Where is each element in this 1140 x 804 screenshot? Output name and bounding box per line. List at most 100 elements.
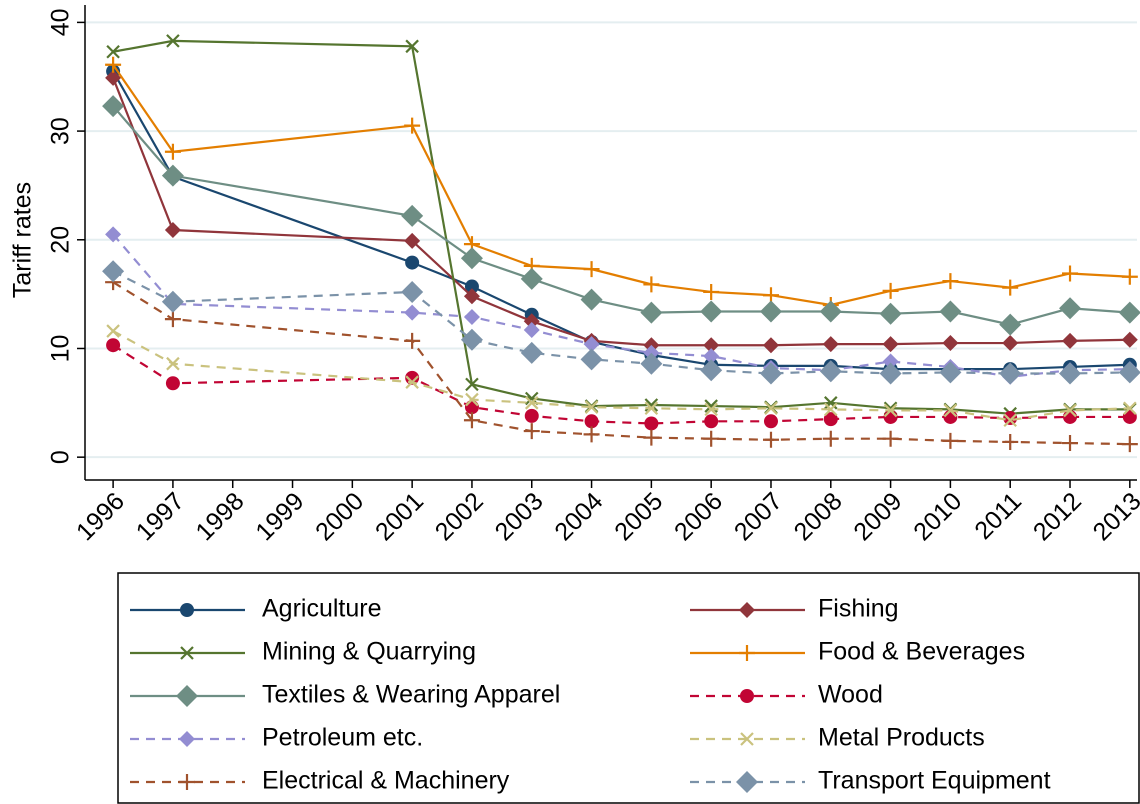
marker [584, 414, 599, 429]
marker [401, 204, 424, 227]
marker [759, 300, 782, 323]
marker [1123, 401, 1137, 416]
y-tick-label: 30 [47, 117, 75, 145]
marker [460, 328, 483, 351]
y-tick-label: 10 [47, 335, 75, 363]
marker [106, 338, 121, 353]
marker [1003, 413, 1017, 427]
legend-label: Textiles & Wearing Apparel [262, 681, 560, 709]
marker [823, 412, 838, 427]
marker [942, 335, 959, 352]
marker [523, 423, 540, 440]
marker [524, 396, 539, 410]
marker [703, 283, 720, 300]
marker [879, 302, 902, 325]
marker [1062, 332, 1079, 349]
legend-entry: Electrical & Machinery [130, 767, 510, 795]
marker [106, 324, 120, 338]
marker [739, 645, 755, 661]
legend-entry: Transport Equipment [690, 767, 1051, 795]
marker [740, 689, 754, 703]
marker [883, 403, 898, 418]
marker [404, 117, 421, 134]
marker [1121, 436, 1138, 453]
legend-label: Food & Beverages [818, 638, 1025, 666]
marker [161, 290, 184, 313]
marker [1059, 362, 1082, 385]
marker [882, 282, 899, 299]
marker [463, 412, 480, 429]
marker [164, 311, 181, 328]
y-tick-label: 20 [47, 226, 75, 254]
marker [584, 400, 599, 414]
legend-entry: Metal Products [690, 724, 985, 752]
marker [161, 164, 184, 187]
marker [580, 348, 603, 371]
marker [882, 353, 899, 370]
marker [105, 56, 122, 73]
marker [824, 402, 838, 417]
marker [463, 288, 480, 305]
marker [822, 336, 839, 353]
marker [736, 771, 758, 793]
marker [762, 431, 779, 448]
marker [1003, 411, 1018, 426]
marker [819, 300, 842, 323]
marker [739, 602, 755, 618]
marker [643, 429, 660, 446]
marker [644, 416, 659, 431]
marker [105, 226, 122, 243]
marker [942, 273, 959, 290]
legend-label: Wood [818, 681, 883, 709]
marker [523, 313, 540, 330]
marker [460, 247, 483, 270]
marker [404, 332, 421, 349]
legend-label: Agriculture [262, 595, 382, 623]
legend-entry: Agriculture [130, 595, 382, 623]
legend-label: Mining & Quarrying [262, 638, 476, 666]
marker [942, 432, 959, 449]
marker [1002, 279, 1019, 296]
marker [819, 360, 842, 383]
marker [164, 222, 181, 238]
marker [465, 377, 479, 392]
marker [759, 362, 782, 385]
marker [164, 143, 181, 160]
marker [643, 276, 660, 293]
marker [703, 348, 720, 365]
marker [1121, 268, 1138, 285]
legend-label: Transport Equipment [818, 767, 1051, 795]
marker [999, 362, 1022, 385]
marker [700, 359, 723, 382]
marker [1062, 435, 1079, 452]
legend-label: Metal Products [818, 724, 985, 752]
marker [524, 408, 539, 423]
marker [405, 39, 419, 54]
marker [583, 336, 600, 353]
marker [879, 362, 902, 385]
legend-entry: Food & Beverages [690, 638, 1025, 666]
marker [883, 409, 898, 424]
marker [1059, 297, 1082, 320]
marker [102, 260, 125, 283]
marker [523, 322, 540, 338]
legend-label: Petroleum etc. [262, 724, 423, 752]
legend-entry: Petroleum etc. [130, 724, 423, 752]
marker [740, 732, 754, 746]
marker [464, 279, 479, 294]
marker [644, 401, 659, 416]
marker [640, 301, 663, 324]
marker [179, 731, 195, 747]
y-tick-label: 40 [47, 8, 75, 36]
legend-label: Fishing [818, 595, 899, 623]
marker [176, 685, 198, 707]
marker [939, 361, 962, 384]
marker [1002, 335, 1019, 352]
legend-entry: Mining & Quarrying [130, 638, 476, 666]
marker [1121, 331, 1138, 348]
marker [999, 313, 1022, 336]
legend-box [117, 572, 1140, 804]
marker [405, 255, 420, 270]
legend-entry: Fishing [690, 595, 899, 623]
